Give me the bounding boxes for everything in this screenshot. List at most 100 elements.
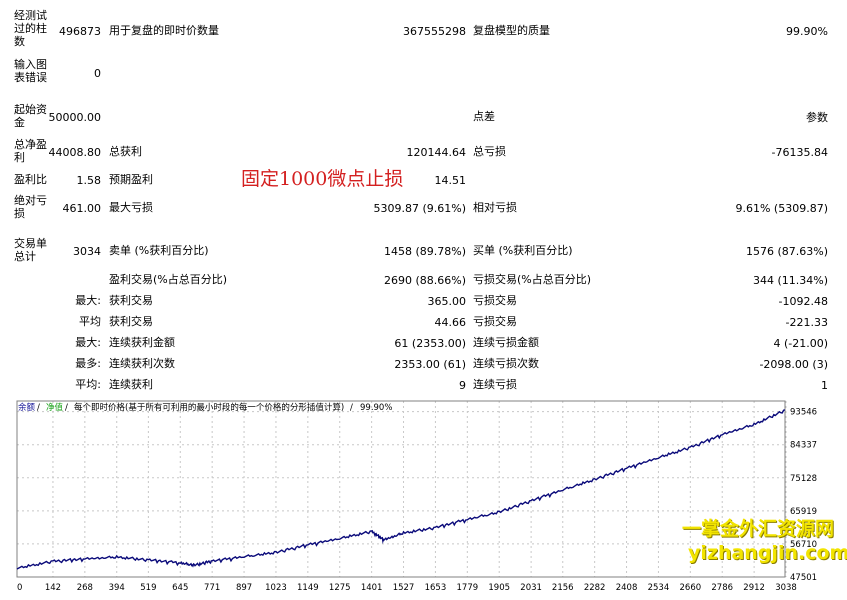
max2-label: 最大: (75, 336, 101, 349)
watermark-url: yizhangjin.com (688, 542, 847, 564)
expected-payoff-label: 预期盈利 (109, 173, 153, 186)
max-drawdown-value: 5309.87 (9.61%) (373, 202, 466, 215)
x-tick-label: 2534 (648, 583, 670, 593)
x-tick-label: 1527 (393, 583, 415, 593)
errors-label: 输入图表错误 (14, 58, 47, 84)
gross-profit-value: 120144.64 (406, 146, 467, 159)
x-tick-label: 2912 (743, 583, 765, 593)
x-tick-label: 2156 (552, 583, 574, 593)
stop-loss-annotation: 固定1000微点止损 (241, 168, 404, 190)
x-tick-label: 2408 (616, 583, 638, 593)
profit-factor-value: 1.58 (76, 174, 102, 187)
chart-legend: 余额 / 净值 / 每个即时价格(基于所有可利用的最小时段的每一个价格的分形插值… (18, 402, 392, 413)
rel-drawdown-label: 相对亏损 (473, 201, 517, 214)
avg-profit-label: 获利交易 (109, 315, 153, 328)
gross-profit-label: 总获利 (109, 145, 142, 158)
total-trades-value: 3034 (73, 245, 101, 258)
chart-grid (16, 401, 787, 578)
x-tick-label: 0 (17, 583, 22, 593)
x-tick-label: 519 (140, 583, 156, 593)
bars-label: 经测试过的柱数 (14, 9, 47, 48)
watermark-title: 一掌金外汇资源网 (682, 518, 835, 540)
x-tick-label: 1149 (297, 583, 319, 593)
x-tick-label: 2031 (520, 583, 542, 593)
largest-profit-label: 获利交易 (109, 294, 153, 307)
balance-series-line (16, 409, 786, 570)
avg-cons-wins-value: 9 (459, 379, 466, 392)
spread-value: 参数 (806, 111, 828, 124)
legend-sep-2: / (65, 403, 68, 413)
profit-trades-value: 2690 (88.66%) (383, 274, 466, 287)
avg-label: 平均 (79, 315, 101, 328)
max-cons-losses-value: 4 (-21.00) (773, 337, 828, 350)
x-tick-label: 1905 (488, 583, 510, 593)
rel-drawdown-value: 9.61% (5309.87) (735, 202, 828, 215)
avg-profit-value: 44.66 (434, 316, 467, 329)
short-label: 卖单 (%获利百分比) (109, 244, 209, 257)
deposit-value: 50000.00 (48, 111, 102, 124)
avg2-label: 平均: (75, 378, 101, 391)
total-trades-label: 交易单总计 (14, 237, 47, 263)
legend-quality: 99.90% (360, 403, 392, 413)
x-tick-label: 645 (172, 583, 188, 593)
x-tick-label: 897 (236, 583, 252, 593)
avg-cons-losses-label: 连续亏损 (473, 378, 517, 391)
largest-profit-value: 365.00 (427, 295, 467, 308)
avg-loss-label: 亏损交易 (473, 315, 517, 328)
largest-loss-value: -1092.48 (778, 295, 828, 308)
quality-value: 99.90% (786, 25, 828, 38)
ticks-value: 367555298 (403, 25, 466, 38)
loss-trades-label: 亏损交易(%占总百分比) (473, 273, 592, 286)
loss-trades-value: 344 (11.34%) (752, 274, 828, 287)
y-tick-label: 93546 (790, 408, 817, 418)
y-tick-label: 84337 (790, 441, 817, 451)
avg-loss-value: -221.33 (785, 316, 828, 329)
x-tick-label: 2660 (680, 583, 702, 593)
max-cons-loss-value: -2098.00 (3) (759, 358, 828, 371)
x-tick-label: 1275 (329, 583, 351, 593)
y-tick-label: 75128 (790, 474, 817, 484)
avg-cons-wins-label: 连续获利 (109, 378, 153, 391)
x-tick-label: 268 (77, 583, 93, 593)
max-cons-profit-label: 连续获利次数 (109, 357, 175, 370)
plot-frame (16, 400, 786, 578)
x-tick-label: 1023 (265, 583, 287, 593)
net-profit-label: 总净盈利 (14, 138, 47, 164)
short-value: 1458 (89.78%) (383, 245, 466, 258)
x-tick-label: 3038 (775, 583, 797, 593)
y-tick-label: 47501 (790, 573, 817, 583)
chart-ticks: 0 142 268 394 519 645 771 897 1023 1149 1275 1401 15… (17, 408, 817, 593)
long-label: 买单 (%获利百分比) (473, 244, 573, 257)
x-tick-label: 2282 (584, 583, 606, 593)
max-cons-wins-value: 61 (2353.00) (394, 337, 466, 350)
largest-loss-label: 亏损交易 (473, 294, 517, 307)
x-tick-label: 771 (204, 583, 220, 593)
legend-sep-1: / (37, 403, 40, 413)
abs-drawdown-value: 461.00 (62, 202, 102, 215)
y-tick-label: 65919 (790, 507, 817, 517)
max-label: 最大: (75, 294, 101, 307)
max-drawdown-label: 最大亏损 (109, 201, 153, 214)
avg-cons-losses-value: 1 (821, 379, 828, 392)
y-tick-label: 56710 (790, 540, 817, 550)
abs-drawdown-label: 绝对亏损 (14, 194, 47, 220)
balance-chart: 余额 / 净值 / 每个即时价格(基于所有可利用的最小时段的每一个价格的分形插值… (14, 398, 832, 598)
quality-label: 复盘模型的质量 (473, 24, 550, 37)
bars-value: 496873 (59, 25, 101, 38)
legend-equity: 净值 (46, 402, 64, 413)
spread-label: 点差 (473, 110, 495, 123)
max-cons-profit-value: 2353.00 (61) (394, 358, 466, 371)
max-cons-loss-label: 连续亏损次数 (473, 357, 539, 370)
profit-factor-label: 盈利比 (14, 173, 47, 186)
x-tick-label: 394 (109, 583, 125, 593)
ticks-label: 用于复盘的即时价数量 (109, 24, 219, 37)
max-cons-losses-label: 连续亏损金额 (473, 336, 539, 349)
expected-payoff-value: 14.51 (434, 174, 467, 187)
errors-value: 0 (94, 67, 101, 80)
long-value: 1576 (87.63%) (745, 245, 828, 258)
legend-balance: 余额 (18, 402, 36, 413)
gross-loss-label: 总亏损 (473, 145, 506, 158)
legend-model: 每个即时价格(基于所有可利用的最小时段的每一个价格的分形插值计算) (74, 402, 344, 413)
deposit-label: 起始资金 (14, 103, 47, 129)
legend-sep-3: / (350, 403, 353, 413)
